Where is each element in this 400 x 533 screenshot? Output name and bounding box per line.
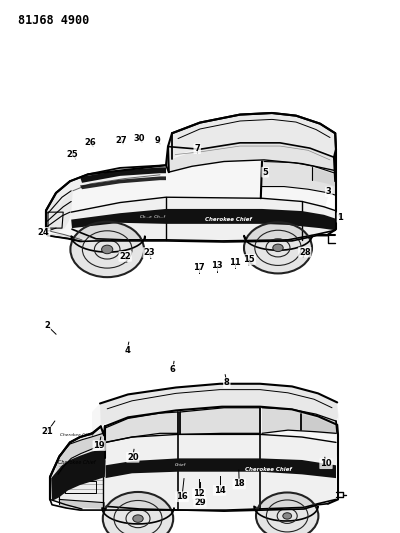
Text: 2: 2 (44, 321, 50, 330)
Text: 18: 18 (233, 480, 245, 488)
Polygon shape (71, 197, 335, 241)
Text: 9: 9 (154, 136, 160, 144)
Text: 15: 15 (243, 255, 255, 264)
Text: Ch...e  Ch...f: Ch...e Ch...f (140, 215, 164, 220)
Text: 7: 7 (194, 144, 200, 153)
Polygon shape (105, 412, 178, 442)
Text: 10: 10 (320, 459, 332, 468)
Text: 23: 23 (143, 248, 155, 257)
Polygon shape (71, 209, 335, 230)
Polygon shape (262, 408, 336, 433)
Ellipse shape (70, 222, 144, 277)
Text: 3: 3 (326, 188, 332, 196)
Polygon shape (50, 426, 106, 508)
Polygon shape (301, 414, 336, 434)
Text: 17: 17 (193, 263, 205, 272)
Polygon shape (46, 114, 336, 241)
Polygon shape (46, 230, 80, 241)
Text: 8: 8 (224, 378, 230, 387)
Text: 22: 22 (119, 252, 131, 261)
Polygon shape (56, 165, 169, 207)
Text: 26: 26 (84, 139, 96, 147)
Polygon shape (180, 408, 260, 434)
Polygon shape (80, 176, 166, 189)
Polygon shape (50, 384, 339, 508)
Ellipse shape (102, 245, 113, 254)
Polygon shape (53, 449, 104, 509)
Text: 20: 20 (127, 453, 139, 462)
Text: Chief: Chief (174, 463, 186, 467)
Text: 11: 11 (229, 259, 241, 267)
Text: 21: 21 (41, 427, 53, 436)
Text: 12: 12 (193, 489, 205, 498)
Text: 29: 29 (194, 498, 206, 506)
Ellipse shape (273, 244, 283, 252)
Text: 30: 30 (134, 134, 145, 143)
Ellipse shape (103, 492, 173, 533)
Polygon shape (105, 434, 336, 509)
Polygon shape (311, 167, 335, 187)
Text: 27: 27 (115, 136, 127, 144)
Text: 24: 24 (38, 228, 50, 237)
Text: 6: 6 (170, 365, 176, 374)
Text: 14: 14 (214, 486, 226, 495)
Polygon shape (55, 432, 103, 474)
Ellipse shape (283, 513, 292, 519)
Polygon shape (262, 161, 335, 195)
Text: 16: 16 (176, 492, 188, 501)
Polygon shape (59, 499, 104, 509)
Text: 5: 5 (262, 168, 268, 176)
Text: 19: 19 (93, 441, 105, 450)
Text: Cherokee Chief: Cherokee Chief (205, 216, 251, 222)
Ellipse shape (256, 492, 318, 533)
Polygon shape (106, 458, 336, 478)
Text: 25: 25 (66, 150, 78, 158)
Text: Cherokee Chief: Cherokee Chief (245, 466, 291, 472)
Polygon shape (80, 167, 166, 183)
Text: 1: 1 (338, 213, 343, 222)
Text: Cherokee Chief: Cherokee Chief (60, 433, 94, 438)
Polygon shape (100, 384, 338, 426)
Polygon shape (51, 449, 106, 501)
Text: 81J68 4900: 81J68 4900 (18, 14, 89, 27)
Text: 13: 13 (211, 262, 223, 270)
Ellipse shape (244, 222, 312, 273)
Ellipse shape (133, 515, 143, 522)
Text: 28: 28 (299, 248, 311, 256)
Text: 4: 4 (124, 346, 130, 354)
Polygon shape (172, 113, 336, 159)
Polygon shape (167, 133, 336, 173)
Polygon shape (46, 191, 73, 232)
Text: Cherokee Chief: Cherokee Chief (58, 459, 96, 465)
